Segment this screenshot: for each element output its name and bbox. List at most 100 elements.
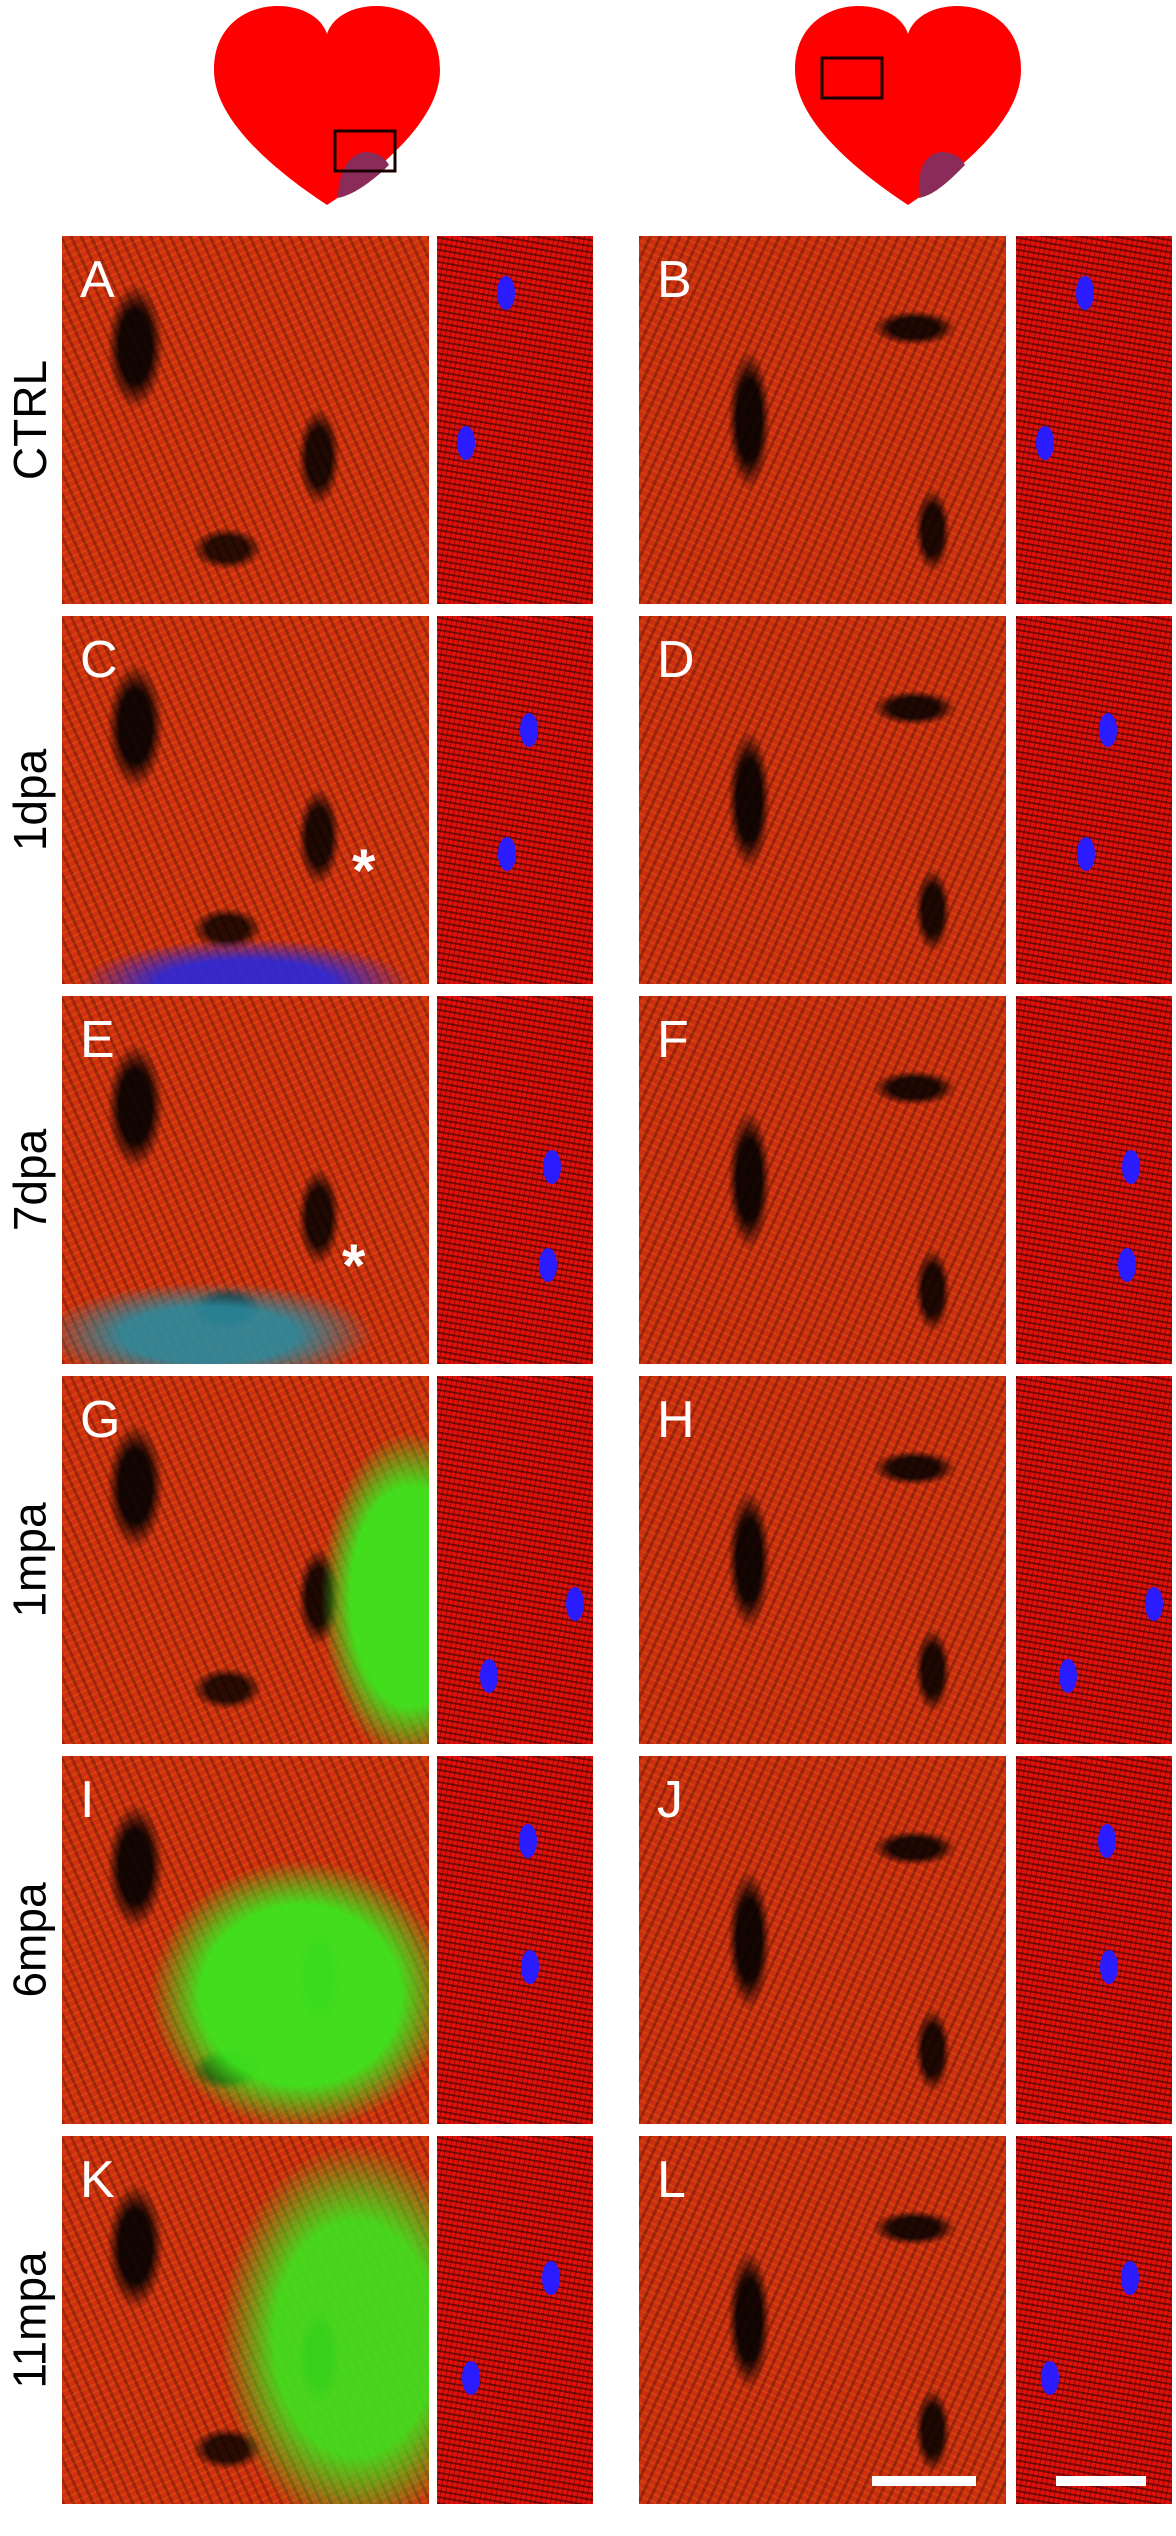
overview-panel-C: * C	[62, 616, 429, 984]
nucleus	[1076, 276, 1094, 310]
panel-letter: I	[80, 1771, 95, 1829]
zoom-panel	[437, 616, 593, 984]
nucleus	[1100, 1950, 1118, 1984]
row-label-text: 6mpa	[4, 1882, 57, 1998]
panel-letter: H	[657, 1391, 695, 1449]
heart-schematic-injury	[214, 5, 440, 206]
nucleus	[498, 837, 516, 871]
zoom-panel	[1016, 1756, 1172, 2124]
figure-row: 6mpa I J	[0, 1756, 1176, 2124]
zoom-image	[1016, 236, 1172, 604]
zoom-panel	[1016, 2136, 1172, 2504]
panel-letter: D	[657, 631, 695, 689]
zoom-panel	[437, 1756, 593, 2124]
panel-letter: C	[80, 631, 118, 689]
tissue-image	[639, 996, 1006, 1364]
nucleus	[497, 276, 515, 310]
panel-letter: A	[80, 251, 115, 309]
zoom-panel	[437, 996, 593, 1364]
zoom-image	[1016, 1756, 1172, 2124]
row-label: 11mpa	[4, 2136, 56, 2504]
overview-panel-D: D	[639, 616, 1006, 984]
nucleus	[1077, 837, 1095, 871]
overview-panel-G: G	[62, 1376, 429, 1744]
nucleus	[1098, 1824, 1116, 1858]
overview-panel-I: I	[62, 1756, 429, 2124]
overview-panel-K: K	[62, 2136, 429, 2504]
panel-letter: F	[657, 1011, 689, 1069]
panel-letter: L	[657, 2151, 686, 2209]
panel-letter: K	[80, 2151, 115, 2209]
row-label-text: 11mpa	[4, 2251, 56, 2389]
overview-panel-B: B	[639, 236, 1006, 604]
nucleus	[543, 1150, 561, 1184]
zoom-image	[1016, 996, 1172, 1364]
zoom-image	[437, 1376, 593, 1744]
nucleus	[521, 1950, 539, 1984]
zoom-image	[1016, 2136, 1172, 2504]
zoom-panel	[1016, 616, 1172, 984]
zoom-image	[437, 996, 593, 1364]
tissue-image	[639, 1376, 1006, 1744]
zoom-image	[1016, 1376, 1172, 1744]
panel-letter: G	[80, 1391, 121, 1449]
injury-asterisk: *	[352, 837, 376, 904]
nucleus	[1099, 713, 1117, 747]
roi-box	[820, 56, 884, 100]
nucleus	[1145, 1587, 1163, 1621]
overview-panel-H: H	[639, 1376, 1006, 1744]
zoom-image	[437, 236, 593, 604]
tissue-image	[62, 236, 429, 604]
row-label: 7dpa	[4, 996, 56, 1364]
figure-row: 1dpa * C D	[0, 616, 1176, 984]
zoom-image	[437, 2136, 593, 2504]
overview-panel-L: L	[639, 2136, 1006, 2504]
scar-region	[62, 996, 429, 1364]
scar-region	[62, 1376, 429, 1744]
nucleus	[539, 1248, 557, 1282]
row-label: 1dpa	[4, 616, 56, 984]
nucleus	[1122, 1150, 1140, 1184]
tissue-image	[639, 2136, 1006, 2504]
scar-region	[62, 616, 429, 984]
nucleus	[1059, 1659, 1077, 1693]
heart-schematic-remote	[795, 5, 1021, 206]
panel-letter: J	[657, 1771, 683, 1829]
zoom-panel	[1016, 236, 1172, 604]
row-label-text: 7dpa	[4, 1128, 56, 1232]
zoom-panel	[1016, 996, 1172, 1364]
scale-bar-zoom	[1056, 2476, 1146, 2486]
overview-panel-E: * E	[62, 996, 429, 1364]
zoom-panel	[437, 236, 593, 604]
zoom-panel	[1016, 1376, 1172, 1744]
zoom-image	[437, 1756, 593, 2124]
row-label: 6mpa	[4, 1756, 56, 2124]
overview-panel-J: J	[639, 1756, 1006, 2124]
injury-asterisk: *	[342, 1232, 366, 1299]
tissue-image	[639, 236, 1006, 604]
panel-letter: E	[80, 1011, 115, 1069]
zoom-image	[1016, 616, 1172, 984]
figure-row: 1mpa G H	[0, 1376, 1176, 1744]
nucleus	[566, 1587, 584, 1621]
figure-row: 11mpa K L	[0, 2136, 1176, 2504]
nucleus	[1121, 2261, 1139, 2295]
zoom-panel	[437, 1376, 593, 1744]
scar-region	[62, 2136, 429, 2504]
row-label-text: 1mpa	[4, 1502, 57, 1618]
figure-row: CTRL A B	[0, 236, 1176, 604]
row-label-text: CTRL	[4, 359, 56, 481]
tissue-image	[639, 616, 1006, 984]
nucleus	[1041, 2361, 1059, 2395]
nucleus	[542, 2261, 560, 2295]
tissue-image	[639, 1756, 1006, 2124]
figure-row: 7dpa * E F	[0, 996, 1176, 1364]
nucleus	[1118, 1248, 1136, 1282]
nucleus	[520, 713, 538, 747]
nucleus	[457, 426, 475, 460]
nucleus	[480, 1659, 498, 1693]
nucleus	[462, 2361, 480, 2395]
row-label: 1mpa	[4, 1376, 56, 1744]
scar-region	[62, 1756, 429, 2124]
zoom-image	[437, 616, 593, 984]
